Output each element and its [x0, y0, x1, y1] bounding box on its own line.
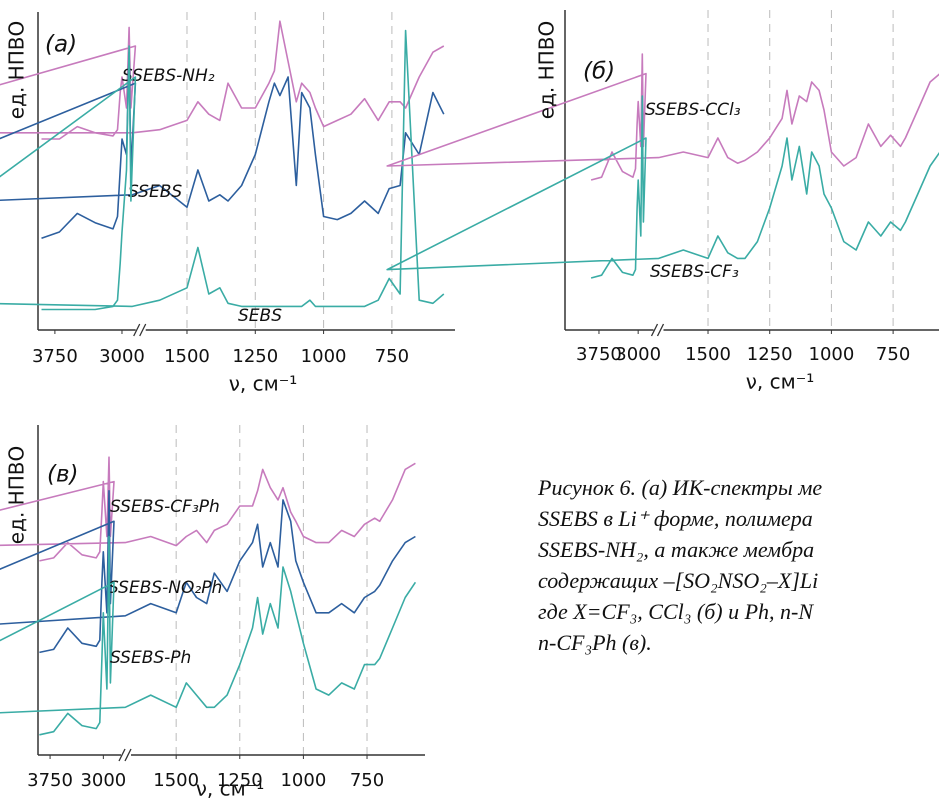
- series-label: SEBS: [238, 306, 282, 326]
- spectrum-line: [0, 51, 445, 239]
- x-tick-label: 1000: [301, 346, 347, 367]
- x-tick-label: 3750: [32, 346, 78, 367]
- x-axis-label: ν, см⁻¹: [196, 777, 265, 799]
- series-label: SSEBS: [128, 182, 182, 202]
- x-tick-label: 1250: [747, 344, 793, 365]
- caption-line: SSEBS-NH₂, а также мембра: [538, 537, 814, 562]
- y-axis-label: ед. НПВО: [535, 21, 559, 119]
- caption-line: где X=CF₃, CCl₃ (б) и Ph, n-N: [538, 599, 814, 624]
- x-tick-label: 1000: [809, 344, 855, 365]
- x-tick-label: 3750: [27, 770, 73, 791]
- x-axis-label: ν, см⁻¹: [229, 372, 298, 396]
- panel-label: (б): [583, 59, 615, 85]
- x-tick-label: 750: [876, 344, 910, 365]
- series-label: SSEBS-CF₃Ph: [110, 497, 220, 517]
- panel-label: (в): [47, 462, 79, 488]
- spectrum-line: [0, 29, 445, 311]
- axis-break-gap: [653, 327, 664, 333]
- x-tick-label: 1500: [153, 770, 199, 791]
- spectrum-line: [386, 95, 939, 279]
- series-label: SSEBS-NH₂: [122, 66, 215, 86]
- axis-break: [124, 748, 132, 762]
- x-tick-label: 3000: [99, 346, 145, 367]
- spectrum-line: [386, 53, 939, 181]
- axis-break: [650, 323, 659, 337]
- x-tick-label: 750: [375, 346, 409, 367]
- caption-line: Рисунок 6. (а) ИК-спектры ме: [537, 475, 822, 500]
- series-label: SSEBS-CCl₃: [645, 100, 741, 120]
- series-label: SSEBS-NO₂Ph: [108, 578, 222, 598]
- x-tick-label: 750: [350, 770, 384, 791]
- panel-label: (а): [45, 32, 77, 58]
- caption-line: SSEBS в Li⁺ форме, полимера: [538, 506, 813, 531]
- axis-break-gap: [121, 752, 131, 758]
- axis-break-gap: [135, 327, 146, 333]
- axis-break: [139, 323, 147, 337]
- x-axis-label: ν, см⁻¹: [746, 370, 815, 394]
- series-label: SSEBS-CF₃: [650, 262, 739, 282]
- axis-break: [656, 323, 665, 337]
- axis-break: [118, 748, 126, 762]
- x-tick-label: 1000: [280, 770, 326, 791]
- x-tick-label: 1250: [217, 770, 263, 791]
- x-tick-label: 3750: [576, 344, 622, 365]
- y-axis-label: ед. НПВО: [5, 446, 29, 544]
- caption-line: n-CF₃Ph (в).: [538, 630, 652, 655]
- spectrum-line: [0, 490, 416, 654]
- caption-line: содержащих –[SO₂NSO₂–X]Li: [538, 568, 818, 593]
- x-tick-label: 3000: [615, 344, 661, 365]
- x-tick-label: 1250: [232, 346, 278, 367]
- x-tick-label: 1500: [164, 346, 210, 367]
- spectrum-line: [0, 20, 445, 140]
- series-label: SSEBS-Ph: [110, 648, 191, 668]
- axis-break: [133, 323, 141, 337]
- spectrum-line: [0, 456, 416, 562]
- x-tick-label: 3000: [80, 770, 126, 791]
- y-axis-label: ед. НПВО: [5, 21, 29, 119]
- x-tick-label: 1500: [685, 344, 731, 365]
- spectrum-line: [0, 535, 417, 736]
